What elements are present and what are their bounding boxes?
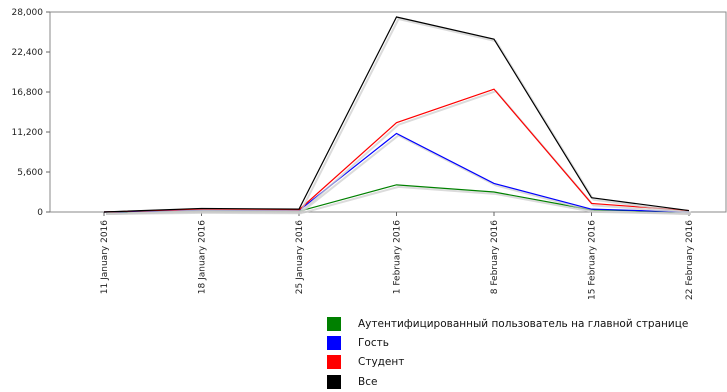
series-line-shadow — [105, 134, 692, 215]
x-tick-label: 25 January 2016 — [295, 220, 305, 294]
y-tick-label: 28,000 — [12, 8, 44, 18]
series-line-shadow — [105, 17, 692, 215]
legend-label: Все — [358, 375, 378, 388]
x-tick-label: 22 February 2016 — [685, 220, 695, 300]
x-tick-label: 11 January 2016 — [100, 220, 110, 294]
y-tick-label: 16,800 — [12, 88, 44, 98]
x-tick-label: 18 January 2016 — [198, 220, 208, 294]
y-axis-ticks: 0 5,600 11,200 16,800 22,400 28,000 — [12, 8, 50, 218]
legend-item: Аутентифицированный пользователь на глав… — [327, 314, 727, 333]
chart-legend: Аутентифицированный пользователь на глав… — [327, 314, 727, 391]
legend-swatch — [327, 316, 341, 331]
legend-item: Гость — [327, 333, 727, 352]
y-tick-label: 0 — [37, 208, 43, 218]
legend-label: Гость — [358, 336, 389, 349]
series-line — [103, 88, 690, 213]
legend-item: Все — [327, 372, 727, 391]
x-axis-ticks: 11 January 2016 18 January 2016 25 January… — [100, 212, 695, 300]
chart-series-lines — [103, 16, 692, 215]
y-tick-label: 11,200 — [12, 128, 44, 138]
legend-swatch — [327, 355, 341, 370]
x-tick-label: 1 February 2016 — [393, 220, 403, 295]
x-tick-label: 15 February 2016 — [588, 220, 598, 300]
y-tick-label: 5,600 — [17, 168, 43, 178]
line-chart: 0 5,600 11,200 16,800 22,400 28,000 11 Januar… — [12, 8, 727, 300]
legend-swatch — [327, 374, 341, 389]
plot-frame — [49, 11, 727, 213]
legend-label: Аутентифицированный пользователь на глав… — [358, 317, 689, 330]
series-line — [103, 16, 690, 213]
series-line-shadow — [105, 89, 692, 215]
y-tick-label: 22,400 — [12, 48, 44, 58]
legend-item: Студент — [327, 353, 727, 372]
chart-axes — [49, 11, 727, 213]
x-tick-label: 8 February 2016 — [490, 220, 500, 295]
legend-label: Студент — [358, 356, 405, 369]
legend-swatch — [327, 335, 341, 350]
